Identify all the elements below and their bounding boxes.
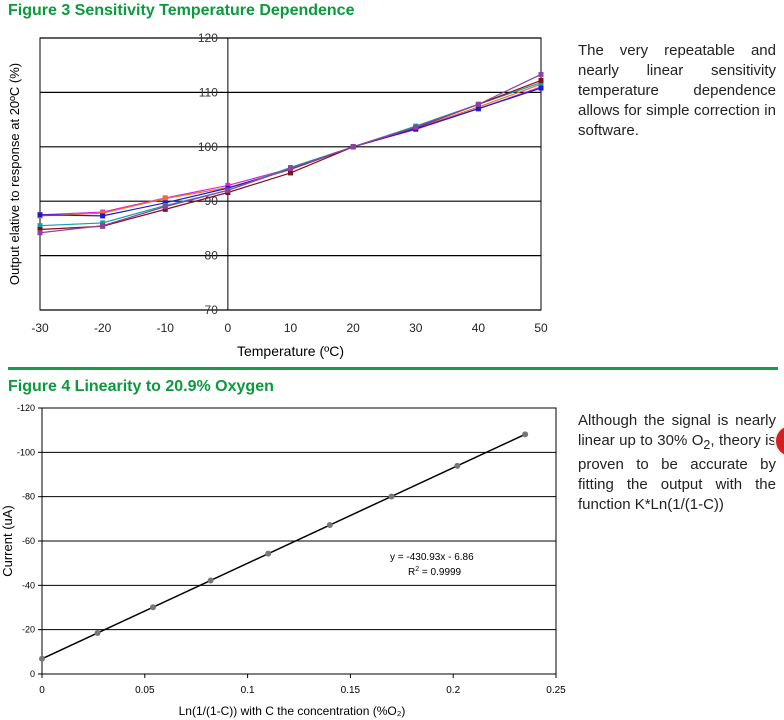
data-point [100, 213, 106, 219]
figure3-title: Figure 3 Sensitivity Temperature Depende… [8, 2, 355, 19]
equation-label: y = -430.93x - 6.86 [390, 552, 474, 563]
x-axis-label: Temperature (ºC) [237, 343, 344, 359]
x-tick-label: 10 [284, 321, 298, 335]
x-tick-label: 0.2 [446, 685, 460, 696]
data-point [288, 170, 293, 176]
data-point [37, 223, 43, 229]
y-tick-label: -100 [17, 447, 35, 457]
y-tick-label: -60 [22, 536, 35, 546]
x-tick-label: 0 [39, 685, 45, 696]
y-tick-label: -20 [22, 625, 35, 635]
data-point [413, 124, 419, 130]
figure3-description: The very repeatable and nearly linear se… [578, 42, 776, 139]
y-tick-label: 70 [205, 303, 219, 317]
data-point [454, 462, 461, 469]
y-tick-label: -80 [22, 492, 35, 502]
data-point [207, 577, 214, 584]
x-tick-label: 0.25 [546, 685, 566, 696]
y-tick-label: 0 [30, 669, 35, 679]
y-tick-label: 100 [198, 140, 218, 154]
x-tick-label: 0.15 [341, 685, 361, 696]
data-point [326, 522, 333, 529]
y-tick-label: -120 [17, 403, 35, 413]
x-tick-label: 20 [346, 321, 360, 335]
y-tick-label: -40 [22, 580, 35, 590]
x-tick-label: 0.05 [135, 685, 155, 696]
x-tick-label: 40 [472, 321, 486, 335]
data-point [162, 195, 168, 201]
data-point [100, 210, 106, 216]
data-point [538, 77, 544, 83]
divider [8, 367, 778, 370]
data-point [39, 655, 45, 662]
data-point [475, 101, 481, 107]
trendline [41, 433, 526, 660]
data-point [162, 200, 168, 206]
data-point [225, 187, 231, 193]
y-tick-label: 80 [205, 249, 219, 263]
data-point [265, 550, 272, 557]
figure4-description: Although the signal is nearly linear up … [578, 412, 776, 513]
x-tick-label: 0.1 [241, 685, 255, 696]
y-tick-label: 110 [199, 85, 218, 99]
data-point [100, 220, 106, 226]
data-point [100, 223, 106, 229]
data-point [37, 226, 43, 232]
data-point [350, 144, 356, 150]
y-axis-label: Current (uA) [0, 505, 15, 577]
data-point [538, 85, 544, 91]
data-point [150, 604, 157, 611]
data-point [522, 431, 529, 438]
data-point [162, 204, 168, 210]
x-tick-label: 30 [409, 321, 423, 335]
data-point [538, 71, 544, 77]
x-tick-label: 50 [534, 321, 548, 335]
data-point [94, 629, 101, 636]
r-squared-label: R2 = 0.9999 [408, 566, 462, 578]
x-tick-label: -10 [157, 321, 175, 335]
data-point [288, 166, 293, 172]
linearity-chart: 0 -20 -40 -60 -80 -100 -120 0 0.05 0.1 0.15 0.2 0.25… [0, 403, 566, 718]
x-tick-label: -20 [94, 321, 112, 335]
data-point [37, 230, 43, 236]
x-tick-label: -30 [31, 321, 49, 335]
y-tick-label: 120 [198, 31, 218, 45]
y-axis-label: Output elative to response at 20ºC (%) [7, 63, 22, 285]
figure4-title: Figure 4 Linearity to 20.9% Oxygen [8, 378, 274, 395]
x-axis-label: Ln(1/(1-C)) with C the concentration (%O… [179, 704, 406, 718]
data-point [475, 106, 481, 112]
data-point [388, 493, 395, 500]
x-tick-label: 0 [225, 321, 232, 335]
data-point [162, 206, 168, 212]
data-point [37, 212, 43, 218]
